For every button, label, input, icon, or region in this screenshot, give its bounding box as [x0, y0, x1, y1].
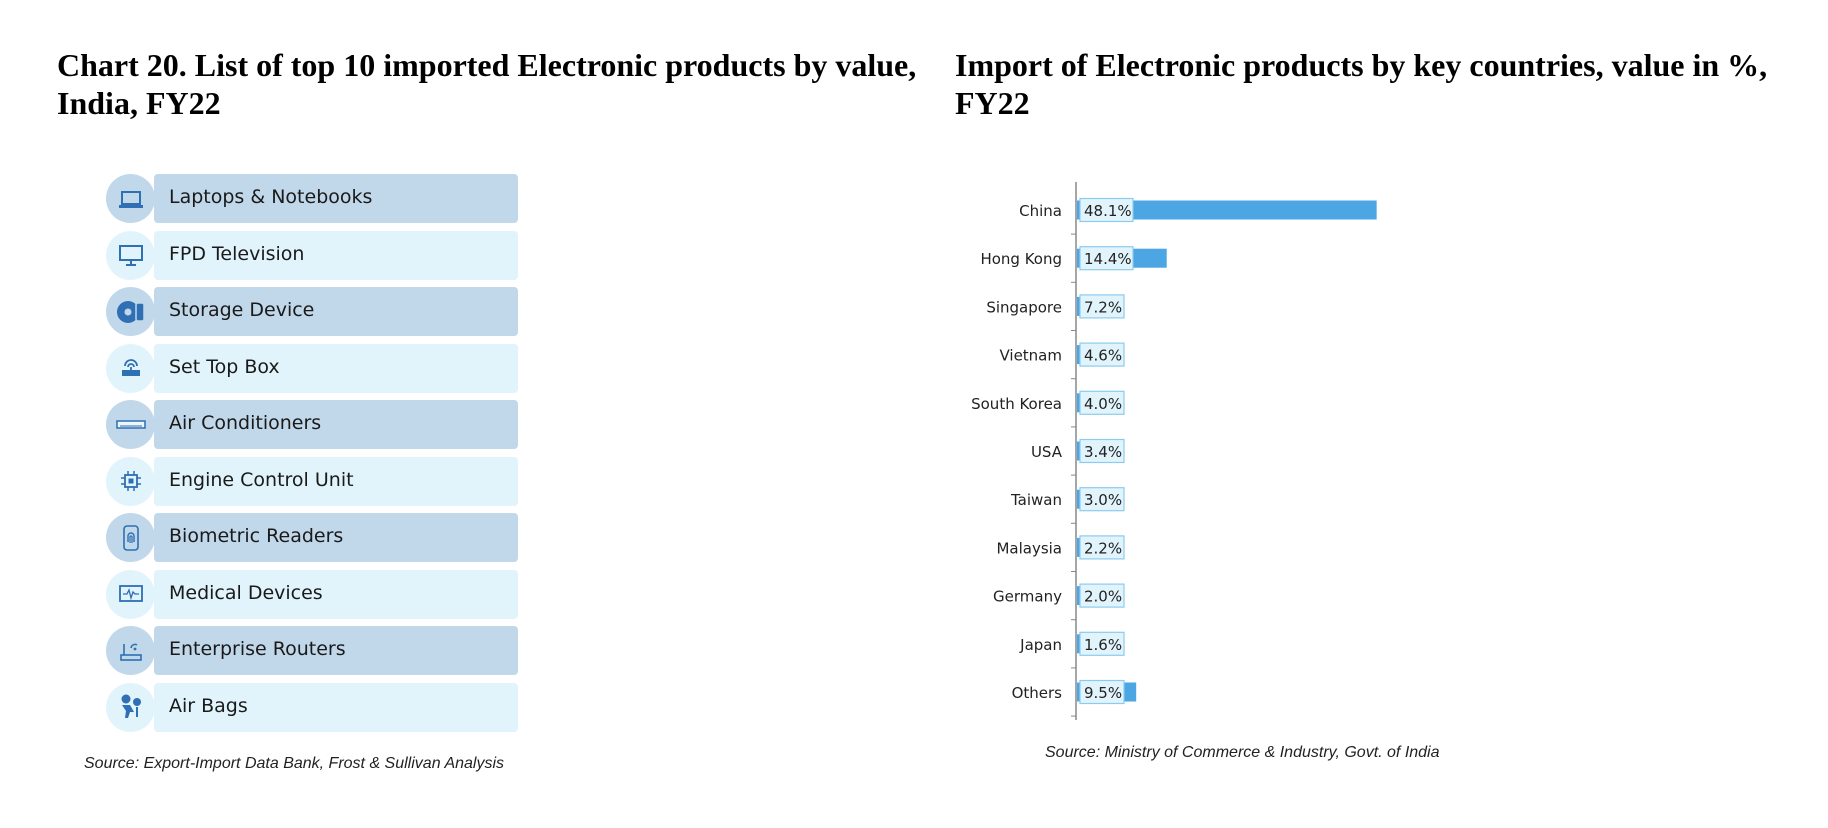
category-label: Others [1012, 684, 1063, 702]
category-label: Germany [993, 588, 1062, 606]
product-list: Laptops & Notebooks FPD Television Stora… [106, 172, 518, 737]
data-label: 2.2% [1084, 539, 1122, 557]
category-label: South Korea [971, 395, 1062, 413]
list-item-label: Biometric Readers [169, 525, 344, 547]
data-label-box [1079, 246, 1134, 271]
list-item-bar [154, 230, 518, 280]
data-label: 2.0% [1084, 588, 1122, 606]
category-label: Vietnam [999, 347, 1062, 365]
list-item-bar [154, 400, 518, 449]
list-item: FPD Television [106, 229, 518, 282]
air-conditioner-icon [106, 400, 155, 449]
list-item-label: Set Top Box [169, 355, 280, 378]
list-item: Storage Device [106, 285, 518, 338]
left-chart-title: Chart 20. List of top 10 imported Electr… [57, 47, 917, 121]
list-item: Enterprise Routers [106, 624, 518, 677]
list-item-bar [154, 569, 518, 619]
list-item-label: Engine Control Unit [169, 468, 354, 491]
data-label: 48.1% [1084, 202, 1132, 220]
category-label: Malaysia [996, 539, 1062, 557]
list-item-label: Enterprise Routers [169, 638, 346, 660]
disc-icon [106, 287, 155, 336]
country-import-bar-chart: China 48.1% Hong Kong 14.4% Singapore 7.2% Vie… [971, 182, 1377, 720]
data-label: 9.5% [1084, 684, 1122, 702]
data-label-box [1079, 631, 1125, 656]
data-label: 14.4% [1084, 250, 1132, 268]
list-item: Biometric Readers [106, 511, 518, 564]
data-label: 1.6% [1084, 636, 1122, 654]
bar [1077, 200, 1377, 220]
category-label: Singapore [986, 298, 1062, 316]
list-item-bar [154, 343, 518, 393]
list-item: Air Conditioners [106, 398, 518, 451]
list-item: Laptops & Notebooks [106, 172, 518, 225]
category-label: USA [1031, 443, 1063, 461]
list-item-bar [154, 513, 518, 562]
set-top-box-icon [106, 343, 155, 393]
data-label-box [1079, 583, 1125, 608]
list-item-bar [154, 456, 518, 506]
right-chart-title: Import of Electronic products by key cou… [955, 47, 1768, 121]
left-source-note: Source: Export-Import Data Bank, Frost &… [84, 755, 505, 772]
data-label-box [1079, 342, 1125, 367]
list-item-bar [154, 287, 518, 336]
list-item-bar [154, 174, 518, 223]
list-item: Medical Devices [106, 568, 518, 621]
category-label: China [1019, 202, 1062, 220]
laptop-icon [106, 174, 155, 223]
router-icon [106, 626, 155, 675]
data-label-box [1079, 679, 1125, 705]
monitor-icon [106, 230, 155, 280]
data-label: 3.4% [1084, 443, 1122, 461]
data-label: 3.0% [1084, 491, 1122, 509]
list-item-bar [154, 682, 518, 732]
chip-icon [106, 456, 155, 506]
list-item: Set Top Box [106, 342, 518, 395]
list-item-label: FPD Television [169, 242, 305, 265]
list-item-label: Storage Device [169, 299, 315, 321]
fingerprint-icon [106, 513, 155, 562]
airbag-icon [106, 682, 155, 732]
data-label: 7.2% [1084, 298, 1122, 316]
data-label-box [1079, 390, 1125, 415]
data-label-box [1079, 438, 1125, 464]
data-label-box [1079, 535, 1125, 560]
data-label-box [1079, 197, 1134, 223]
list-item-label: Medical Devices [169, 581, 323, 604]
list-item-bar [154, 626, 518, 675]
category-label: Japan [1019, 636, 1062, 654]
list-item-label: Air Conditioners [169, 412, 322, 434]
data-label: 4.0% [1084, 395, 1122, 413]
list-item: Engine Control Unit [106, 455, 518, 508]
data-label-box [1079, 294, 1125, 319]
category-label: Hong Kong [980, 250, 1062, 268]
list-item: Air Bags [106, 681, 518, 734]
list-item-label: Laptops & Notebooks [169, 186, 373, 208]
category-label: Taiwan [1010, 491, 1062, 509]
data-label-box [1079, 487, 1125, 512]
heart-monitor-icon [106, 569, 155, 619]
data-label: 4.6% [1084, 347, 1122, 365]
list-item-label: Air Bags [169, 694, 248, 717]
right-source-note: Source: Ministry of Commerce & Industry,… [1045, 744, 1440, 761]
